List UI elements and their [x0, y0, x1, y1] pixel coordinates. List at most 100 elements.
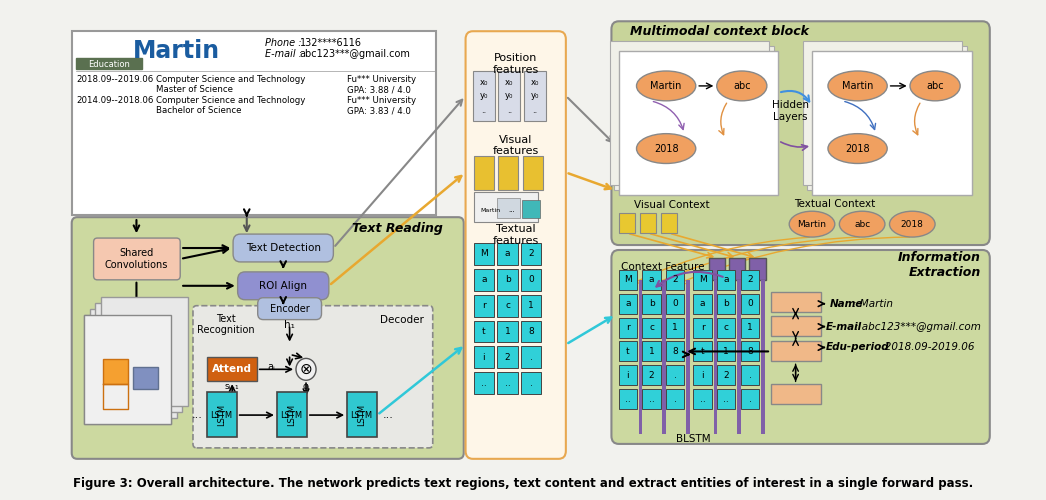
Bar — [619, 389, 637, 409]
Bar — [619, 366, 637, 385]
Bar — [642, 270, 661, 290]
Text: .: . — [749, 394, 751, 404]
Text: 2: 2 — [504, 353, 510, 362]
Text: ROI Align: ROI Align — [259, 281, 308, 291]
Text: a: a — [626, 299, 631, 308]
Text: 1: 1 — [724, 347, 729, 356]
Text: abc: abc — [733, 81, 751, 91]
Text: ..: .. — [624, 394, 631, 404]
Text: .: . — [529, 379, 532, 388]
Bar — [610, 41, 769, 186]
Text: Context Feature: Context Feature — [620, 262, 704, 272]
Bar — [718, 366, 735, 385]
Text: 2018: 2018 — [845, 144, 870, 154]
Text: 2: 2 — [724, 371, 729, 380]
Text: 0: 0 — [747, 299, 753, 308]
Text: abc: abc — [854, 220, 870, 228]
Text: r: r — [626, 323, 630, 332]
Text: r: r — [701, 323, 704, 332]
Bar — [718, 342, 735, 361]
Text: : abc123***@gmail.com: : abc123***@gmail.com — [855, 322, 981, 332]
Text: sᵢ₋₁: sᵢ₋₁ — [225, 382, 240, 390]
Bar — [803, 41, 962, 186]
Text: Martin: Martin — [651, 81, 682, 91]
Text: ..: .. — [649, 394, 655, 404]
Text: .: . — [674, 371, 677, 380]
Bar — [474, 156, 494, 190]
FancyBboxPatch shape — [233, 234, 334, 262]
Bar — [718, 270, 735, 290]
Text: Computer Science and Technology: Computer Science and Technology — [156, 96, 305, 106]
Text: ...: ... — [192, 410, 203, 420]
Bar — [103, 360, 129, 384]
Bar — [521, 269, 541, 291]
Bar — [619, 213, 635, 233]
Text: Phone :: Phone : — [265, 38, 301, 48]
Bar — [808, 46, 967, 191]
Text: i: i — [627, 371, 629, 380]
Text: a: a — [481, 276, 486, 284]
Ellipse shape — [717, 71, 767, 101]
Text: y₀: y₀ — [530, 92, 539, 100]
Bar — [474, 294, 494, 316]
Bar — [474, 346, 494, 368]
FancyBboxPatch shape — [192, 306, 433, 448]
Bar — [741, 342, 759, 361]
Text: 0: 0 — [673, 299, 678, 308]
Ellipse shape — [889, 211, 935, 237]
Bar — [474, 192, 538, 222]
Text: LSTM: LSTM — [217, 404, 226, 426]
Bar — [619, 51, 778, 196]
Text: c: c — [650, 323, 654, 332]
Bar — [347, 392, 378, 437]
Bar — [474, 243, 494, 265]
Text: ..: .. — [532, 106, 538, 116]
Bar — [771, 316, 821, 336]
Bar — [474, 372, 494, 394]
Text: 2018.09--2019.06: 2018.09--2019.06 — [76, 76, 154, 84]
Bar — [90, 308, 177, 418]
Text: Fu*** University: Fu*** University — [347, 96, 416, 106]
Bar — [771, 342, 821, 361]
Ellipse shape — [790, 211, 835, 237]
Text: h₁: h₁ — [285, 320, 295, 330]
Bar — [709, 258, 725, 280]
Bar — [718, 318, 735, 338]
Bar — [760, 280, 765, 434]
Ellipse shape — [910, 71, 960, 101]
Text: a: a — [649, 276, 655, 284]
Text: 2018: 2018 — [901, 220, 924, 228]
Text: Martin: Martin — [842, 81, 873, 91]
Bar — [737, 280, 741, 434]
Text: ..: .. — [481, 106, 486, 116]
Text: Shared
Convolutions: Shared Convolutions — [105, 248, 168, 270]
Text: Text
Recognition: Text Recognition — [197, 314, 254, 336]
Text: abc: abc — [927, 81, 943, 91]
Text: 8: 8 — [673, 347, 678, 356]
Text: Textual
features: Textual features — [493, 224, 539, 246]
Bar — [661, 213, 677, 233]
Text: Text Reading: Text Reading — [351, 222, 442, 234]
Text: GPA: 3.83 / 4.0: GPA: 3.83 / 4.0 — [347, 106, 411, 116]
Bar — [749, 258, 766, 280]
Bar — [693, 366, 711, 385]
Text: ⊗: ⊗ — [299, 362, 313, 377]
Text: .: . — [674, 394, 677, 404]
Text: Martin: Martin — [480, 208, 500, 212]
Text: .: . — [749, 371, 751, 380]
Bar — [521, 372, 541, 394]
Text: Hidden
Layers: Hidden Layers — [772, 100, 809, 122]
Text: i: i — [482, 353, 485, 362]
Bar — [474, 269, 494, 291]
Bar — [718, 294, 735, 314]
Text: E-mail :: E-mail : — [265, 49, 302, 59]
Text: 1: 1 — [747, 323, 753, 332]
Text: Martin: Martin — [797, 220, 826, 228]
Bar — [473, 71, 495, 120]
Bar — [523, 156, 543, 190]
Bar — [693, 389, 711, 409]
Text: ..: .. — [724, 394, 729, 404]
Bar — [619, 318, 637, 338]
Text: Text Detection: Text Detection — [246, 243, 321, 253]
Text: Education: Education — [88, 60, 130, 68]
